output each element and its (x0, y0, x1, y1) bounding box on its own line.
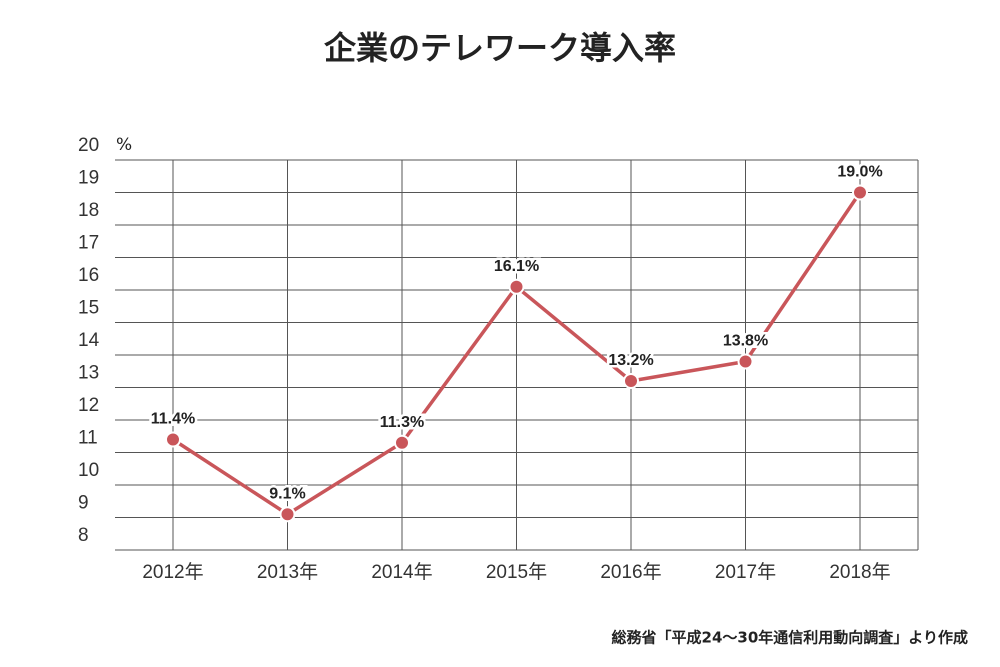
chart-title: 企業のテレワーク導入率 (324, 29, 676, 67)
y-tick-label: 13 (78, 363, 99, 384)
y-tick-label: 15 (78, 298, 99, 319)
x-tick-label: 2014年 (371, 561, 432, 583)
y-tick-label: 20 (78, 135, 99, 156)
y-tick-label: 18 (78, 200, 99, 221)
x-tick-label: 2016年 (600, 561, 661, 583)
x-tick-label: 2018年 (829, 561, 890, 583)
y-tick-label: 14 (78, 330, 100, 351)
value-label: 19.0% (837, 164, 882, 181)
value-label: 13.8% (723, 333, 768, 350)
x-tick-label: 2017年 (715, 561, 776, 583)
point (394, 434, 410, 451)
point (279, 506, 296, 523)
value-label: 11.3% (380, 414, 424, 431)
y-tick-label: 9 (78, 493, 89, 514)
y-tick-label: 16 (78, 265, 99, 286)
y-tick-label: 12 (78, 395, 99, 416)
y-tick-label: 17 (78, 233, 99, 254)
y-tick-label: 8 (78, 525, 89, 546)
value-label: 16.1% (494, 258, 539, 275)
value-label: 11.4% (151, 411, 195, 428)
y-tick-label: 19 (78, 168, 99, 189)
value-label: 13.2% (608, 352, 653, 369)
x-tick-label: 2015年 (486, 561, 547, 583)
value-label: 9.1% (269, 485, 305, 502)
x-tick-label: 2012年 (142, 561, 203, 583)
source-note: 総務省「平成24～30年通信利用動向調査」より作成 (612, 629, 968, 647)
y-unit: % (116, 135, 132, 155)
point (852, 184, 868, 201)
point (737, 353, 754, 370)
point (165, 431, 181, 448)
point (508, 278, 525, 295)
point (623, 373, 639, 389)
x-tick-label: 2013年 (257, 561, 318, 583)
y-tick-label: 10 (78, 460, 99, 481)
y-tick-label: 11 (78, 428, 98, 449)
